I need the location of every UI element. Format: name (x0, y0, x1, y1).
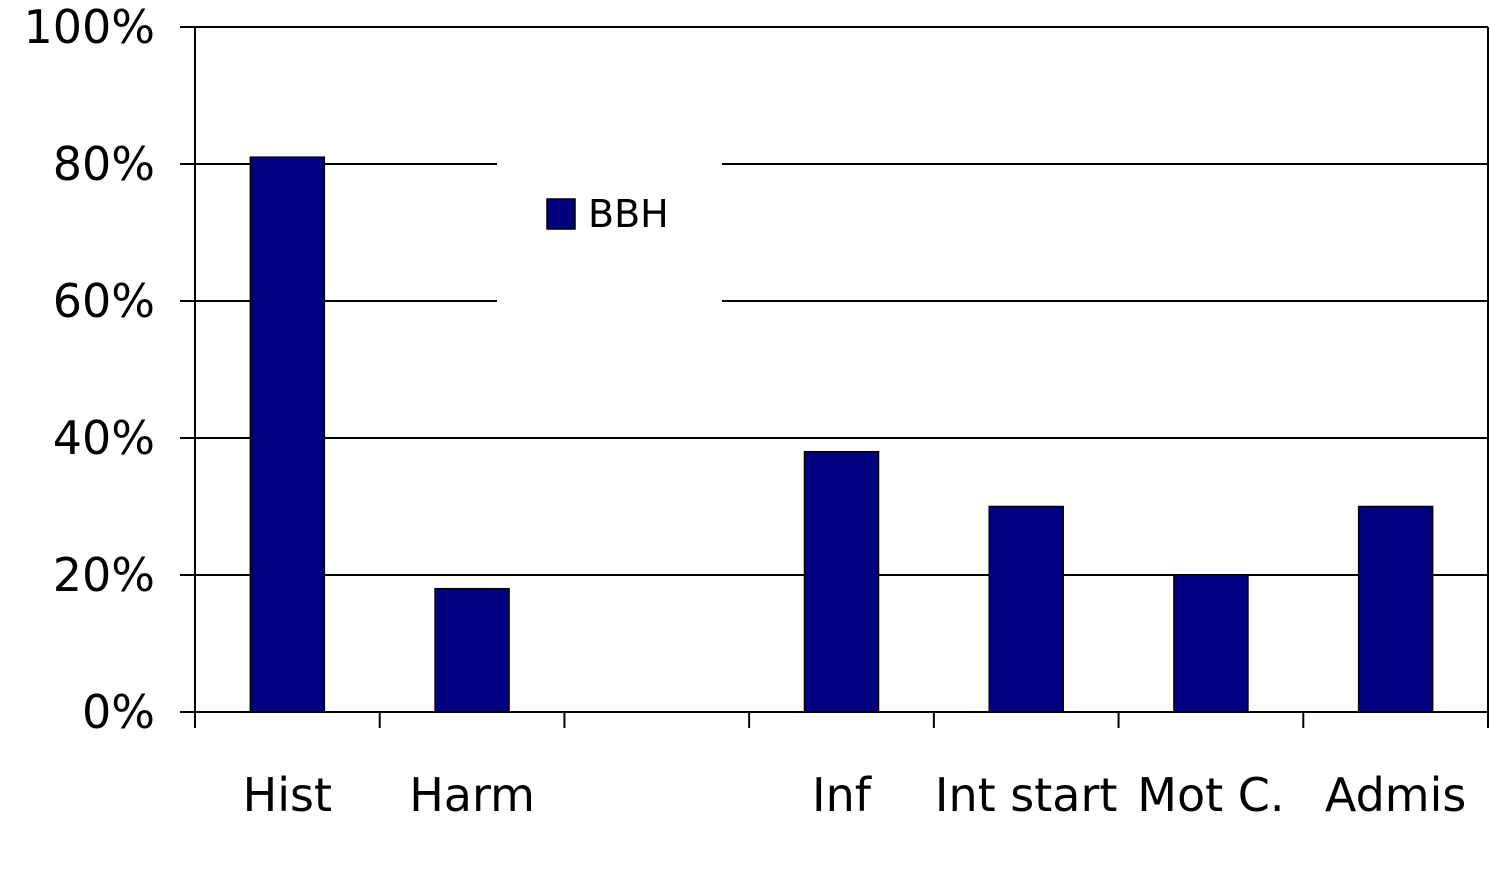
x-tick-label: Harm (409, 768, 535, 822)
y-tick-label: 80% (52, 137, 155, 191)
y-tick-label: 100% (23, 0, 155, 54)
y-tick-label: 60% (52, 274, 155, 328)
bar (1173, 574, 1249, 713)
legend-box (497, 150, 722, 310)
x-tick-label: Hist (242, 768, 333, 822)
x-tick-label: Int start (934, 768, 1118, 822)
x-tick-label: Inf (812, 768, 871, 822)
bar (434, 587, 510, 713)
y-tick-label: 40% (52, 411, 155, 465)
legend-label: BBH (588, 192, 669, 236)
bar (988, 505, 1064, 713)
bar (249, 156, 326, 713)
legend-swatch (546, 198, 576, 230)
x-tick-label: Mot C. (1137, 768, 1285, 822)
y-tick-label: 0% (82, 685, 155, 739)
x-tick-label: Admis (1324, 768, 1467, 822)
bar (1357, 505, 1434, 713)
y-tick-label: 20% (52, 548, 155, 602)
bar (803, 450, 880, 713)
